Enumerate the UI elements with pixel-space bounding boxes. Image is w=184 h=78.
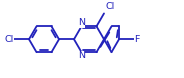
Text: Cl: Cl xyxy=(5,35,14,44)
Text: N: N xyxy=(78,51,85,60)
Text: F: F xyxy=(134,35,139,44)
Text: N: N xyxy=(78,18,85,27)
Text: Cl: Cl xyxy=(105,2,114,11)
